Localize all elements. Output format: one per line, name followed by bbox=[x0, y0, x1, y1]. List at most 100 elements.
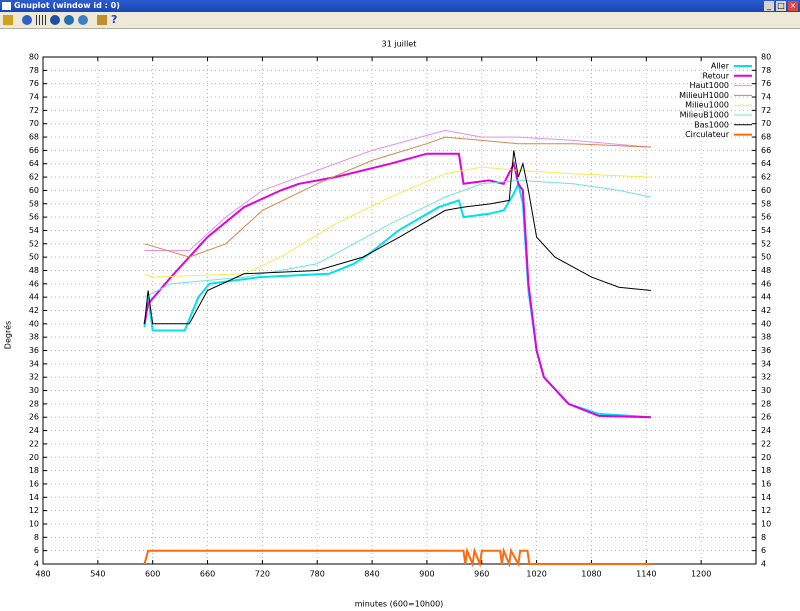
y2-tick-label: 44 bbox=[761, 293, 771, 302]
x-axis-label: minutes (600=10h00) bbox=[355, 600, 444, 609]
y-tick-label: 48 bbox=[29, 266, 39, 275]
x-tick-label: 1140 bbox=[636, 570, 656, 579]
y2-tick-label: 26 bbox=[761, 413, 771, 422]
x-tick-label: 1020 bbox=[526, 570, 546, 579]
y2-tick-label: 74 bbox=[761, 93, 771, 102]
app-icon bbox=[2, 2, 11, 10]
y2-tick-label: 28 bbox=[761, 399, 771, 408]
y2-tick-label: 36 bbox=[761, 346, 771, 355]
unzoom-button[interactable] bbox=[78, 15, 88, 25]
y-tick-label: 12 bbox=[29, 506, 39, 515]
y-tick-label: 14 bbox=[29, 493, 39, 502]
x-tick-label: 1080 bbox=[581, 570, 601, 579]
x-tick-label: 960 bbox=[474, 570, 489, 579]
zoom-next-button[interactable] bbox=[64, 15, 74, 25]
y-tick-label: 60 bbox=[29, 186, 39, 195]
y-tick-label: 44 bbox=[29, 293, 39, 302]
y2-tick-label: 60 bbox=[761, 186, 771, 195]
y2-tick-label: 52 bbox=[761, 239, 771, 248]
x-tick-label: 480 bbox=[35, 570, 50, 579]
y-tick-label: 66 bbox=[29, 146, 39, 155]
y-tick-label: 64 bbox=[29, 159, 39, 168]
y2-tick-label: 42 bbox=[761, 306, 771, 315]
copy-button[interactable] bbox=[3, 15, 13, 25]
y2-tick-label: 8 bbox=[761, 533, 766, 542]
y-tick-label: 50 bbox=[29, 253, 39, 262]
y2-tick-label: 80 bbox=[761, 53, 771, 62]
y2-tick-label: 16 bbox=[761, 479, 771, 488]
y-tick-label: 32 bbox=[29, 373, 39, 382]
y-tick-label: 62 bbox=[29, 173, 39, 182]
y-tick-label: 78 bbox=[29, 66, 39, 75]
y-tick-label: 42 bbox=[29, 306, 39, 315]
y2-tick-label: 54 bbox=[761, 226, 771, 235]
y2-tick-label: 56 bbox=[761, 213, 771, 222]
y2-tick-label: 46 bbox=[761, 279, 771, 288]
minimize-button[interactable]: _ bbox=[764, 1, 774, 11]
y-tick-label: 30 bbox=[29, 386, 39, 395]
legend-label: MilieuH1000 bbox=[679, 91, 729, 100]
y-tick-label: 4 bbox=[34, 560, 39, 569]
series-line bbox=[143, 546, 651, 568]
title-bar: Gnuplot (window id : 0) _ □ × bbox=[0, 0, 800, 12]
y-tick-label: 16 bbox=[29, 479, 39, 488]
y-tick-label: 76 bbox=[29, 79, 39, 88]
y-tick-label: 6 bbox=[34, 546, 39, 555]
y2-tick-label: 38 bbox=[761, 333, 771, 342]
y-tick-label: 26 bbox=[29, 413, 39, 422]
replot-button[interactable] bbox=[22, 15, 32, 25]
y2-tick-label: 50 bbox=[761, 253, 771, 262]
y-tick-label: 38 bbox=[29, 333, 39, 342]
window-title: Gnuplot (window id : 0) bbox=[14, 1, 120, 10]
y-tick-label: 74 bbox=[29, 93, 39, 102]
y-tick-label: 8 bbox=[34, 533, 39, 542]
options-button[interactable] bbox=[97, 15, 107, 25]
y-tick-label: 58 bbox=[29, 199, 39, 208]
chart-title: 31 juillet bbox=[382, 40, 417, 49]
grid-button[interactable] bbox=[36, 15, 46, 25]
close-button[interactable]: × bbox=[788, 1, 798, 11]
legend-label: Circulateur bbox=[685, 130, 730, 139]
y2-tick-label: 20 bbox=[761, 453, 771, 462]
help-button[interactable]: ? bbox=[111, 13, 118, 26]
y2-tick-label: 22 bbox=[761, 439, 771, 448]
y-tick-label: 10 bbox=[29, 519, 39, 528]
y2-tick-label: 24 bbox=[761, 426, 771, 435]
legend-label: Aller bbox=[711, 62, 730, 71]
series-line bbox=[143, 152, 651, 419]
series-line bbox=[144, 136, 651, 258]
x-tick-label: 1200 bbox=[691, 570, 711, 579]
legend-label: Haut1000 bbox=[690, 81, 729, 90]
y-tick-label: 40 bbox=[29, 319, 39, 328]
y2-tick-label: 32 bbox=[761, 373, 771, 382]
y2-tick-label: 58 bbox=[761, 199, 771, 208]
x-tick-label: 600 bbox=[145, 570, 160, 579]
y2-tick-label: 62 bbox=[761, 173, 771, 182]
y2-tick-label: 30 bbox=[761, 386, 771, 395]
plot-border bbox=[42, 56, 757, 565]
toolbar: ? bbox=[0, 12, 800, 29]
y-tick-label: 24 bbox=[29, 426, 39, 435]
zoom-prev-button[interactable] bbox=[50, 15, 60, 25]
x-tick-label: 840 bbox=[364, 570, 379, 579]
y-tick-label: 28 bbox=[29, 399, 39, 408]
y-tick-label: 36 bbox=[29, 346, 39, 355]
y2-tick-label: 70 bbox=[761, 119, 771, 128]
y2-tick-label: 12 bbox=[761, 506, 771, 515]
y2-tick-label: 40 bbox=[761, 319, 771, 328]
y-axis-label: Degrés bbox=[3, 321, 13, 349]
x-tick-label: 540 bbox=[90, 570, 105, 579]
y-tick-label: 80 bbox=[29, 53, 39, 62]
x-tick-label: 780 bbox=[310, 570, 325, 579]
x-tick-label: 900 bbox=[419, 570, 434, 579]
y2-tick-label: 66 bbox=[761, 146, 771, 155]
maximize-button[interactable]: □ bbox=[776, 1, 786, 11]
y2-tick-label: 64 bbox=[761, 159, 771, 168]
y2-tick-label: 68 bbox=[761, 133, 771, 142]
series-line bbox=[143, 180, 651, 419]
x-tick-label: 660 bbox=[200, 570, 215, 579]
y2-tick-label: 18 bbox=[761, 466, 771, 475]
y-tick-label: 68 bbox=[29, 133, 39, 142]
y-tick-label: 20 bbox=[29, 453, 39, 462]
plot-canvas: 31 juillet minutes (600=10h00) Degrés 46… bbox=[3, 40, 772, 609]
